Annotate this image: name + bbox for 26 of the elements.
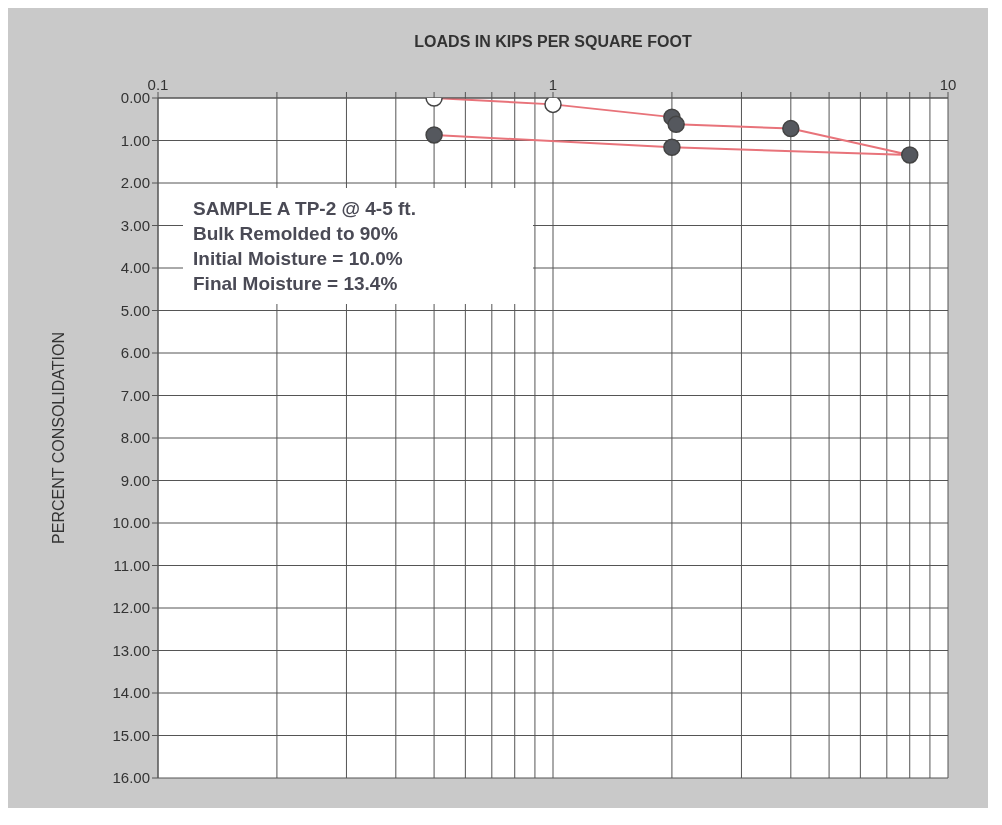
y-tick-label: 1.00 — [120, 131, 150, 149]
y-tick-label: 4.00 — [120, 259, 150, 277]
y-tick-label: 8.00 — [120, 429, 150, 447]
annotation: Initial Moisture = 10.0% — [193, 247, 404, 271]
y-tick-label: 2.00 — [120, 174, 150, 192]
annotation: Final Moisture = 13.4% — [193, 272, 399, 296]
x-axis-title: LOADS IN KIPS PER SQUARE FOOT — [414, 33, 692, 51]
y-tick-label: 14.00 — [112, 684, 150, 702]
y-tick-label: 3.00 — [120, 216, 150, 234]
y-tick-label: 10.00 — [112, 514, 150, 532]
y-tick-label: 12.00 — [112, 599, 150, 617]
y-tick-label: 6.00 — [120, 344, 150, 362]
y-tick-label: 0.00 — [120, 89, 150, 107]
y-tick-label: 11.00 — [113, 556, 150, 574]
annotation: SAMPLE A TP-2 @ 4-5 ft. — [193, 197, 417, 221]
y-tick-label: 16.00 — [112, 769, 150, 787]
y-tick-label: 5.00 — [120, 301, 150, 319]
y-axis-title: PERCENT CONSOLIDATION — [49, 332, 67, 544]
annotation: Bulk Remolded to 90% — [193, 222, 399, 246]
x-tick-label: 10 — [939, 76, 957, 93]
y-tick-label: 9.00 — [120, 471, 150, 489]
y-tick-label: 7.00 — [120, 386, 150, 404]
x-tick-label: 1 — [548, 76, 558, 93]
y-tick-label: 15.00 — [112, 726, 150, 744]
x-tick-label: 0.1 — [147, 76, 169, 93]
y-tick-label: 13.00 — [112, 641, 150, 659]
